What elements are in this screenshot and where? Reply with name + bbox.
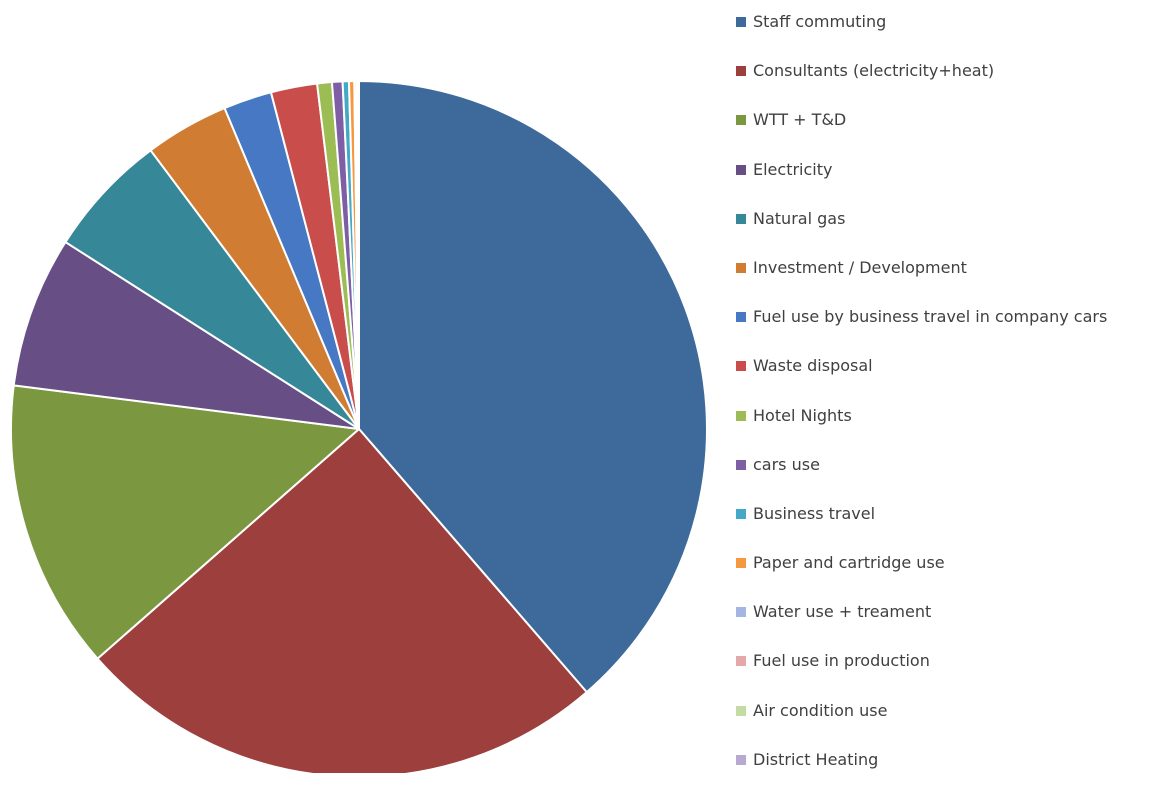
legend-label: Natural gas: [753, 208, 846, 228]
legend-label: Waste disposal: [753, 356, 873, 376]
legend-swatch: [736, 312, 746, 323]
legend-label: Investment / Development: [753, 257, 967, 277]
pie-slice-natural-gas: [64, 149, 360, 430]
legend-label: cars use: [753, 454, 820, 474]
pie-chart: [10, 79, 708, 773]
legend-label: District Heating: [753, 749, 879, 769]
legend-item-electricity: Electricity: [736, 158, 1146, 207]
pie-slice-district-heating: [357, 79, 360, 430]
pie-slices: [10, 79, 708, 773]
legend-label: Consultants (electricity+heat): [753, 61, 995, 81]
legend-swatch: [736, 164, 746, 175]
legend-item-air-condition: Air condition use: [736, 699, 1146, 748]
legend-label: Paper and cartridge use: [753, 553, 945, 573]
legend-item-district-heating: District Heating: [736, 748, 1146, 797]
legend-item-cars-use: cars use: [736, 453, 1146, 502]
chart-area: Staff commuting Consultants (electricity…: [10, 12, 1107, 773]
legend-label: Water use + treament: [753, 602, 932, 622]
legend-item-paper-cartridge: Paper and cartridge use: [736, 551, 1146, 600]
legend: Staff commuting Consultants (electricity…: [736, 10, 1146, 797]
legend-swatch: [736, 558, 746, 569]
legend-swatch: [736, 17, 746, 27]
legend-swatch: [736, 508, 746, 519]
legend-swatch: [736, 213, 746, 224]
legend-item-wtt-td: WTT + T&D: [736, 108, 1146, 157]
legend-item-water-use: Water use + treament: [736, 600, 1146, 649]
legend-label: WTT + T&D: [753, 110, 847, 130]
legend-swatch: [736, 607, 746, 618]
legend-swatch: [736, 66, 746, 77]
legend-label: Air condition use: [753, 700, 888, 720]
legend-swatch: [736, 656, 746, 667]
legend-label: Fuel use by business travel in company c…: [753, 307, 1108, 327]
legend-label: Electricity: [753, 159, 833, 179]
pie-slice-consultants-electricity-heat: [96, 428, 588, 773]
legend-item-natural-gas: Natural gas: [736, 207, 1146, 256]
legend-label: Hotel Nights: [753, 405, 852, 425]
legend-item-consultants: Consultants (electricity+heat): [736, 59, 1146, 108]
legend-swatch: [736, 115, 746, 126]
legend-item-hotel-nights: Hotel Nights: [736, 404, 1146, 453]
legend-swatch: [736, 705, 746, 716]
legend-swatch: [736, 410, 746, 421]
pie-slice-wtt-t-d: [10, 384, 360, 660]
legend-label: Business travel: [753, 503, 876, 523]
legend-item-investment-development: Investment / Development: [736, 256, 1146, 305]
legend-swatch: [736, 262, 746, 273]
legend-item-staff-commuting: Staff commuting: [736, 10, 1146, 59]
legend-label: Fuel use in production: [753, 651, 930, 671]
legend-swatch: [736, 459, 746, 470]
legend-swatch: [736, 361, 746, 372]
pie-slice-electricity: [12, 241, 360, 430]
pie-slice-staff-commuting: [358, 80, 708, 694]
legend-item-fuel-production: Fuel use in production: [736, 649, 1146, 698]
legend-label: Staff commuting: [753, 12, 887, 31]
legend-item-fuel-business-travel: Fuel use by business travel in company c…: [736, 305, 1146, 354]
legend-item-waste-disposal: Waste disposal: [736, 354, 1146, 403]
legend-swatch: [736, 754, 746, 765]
legend-item-business-travel: Business travel: [736, 502, 1146, 551]
